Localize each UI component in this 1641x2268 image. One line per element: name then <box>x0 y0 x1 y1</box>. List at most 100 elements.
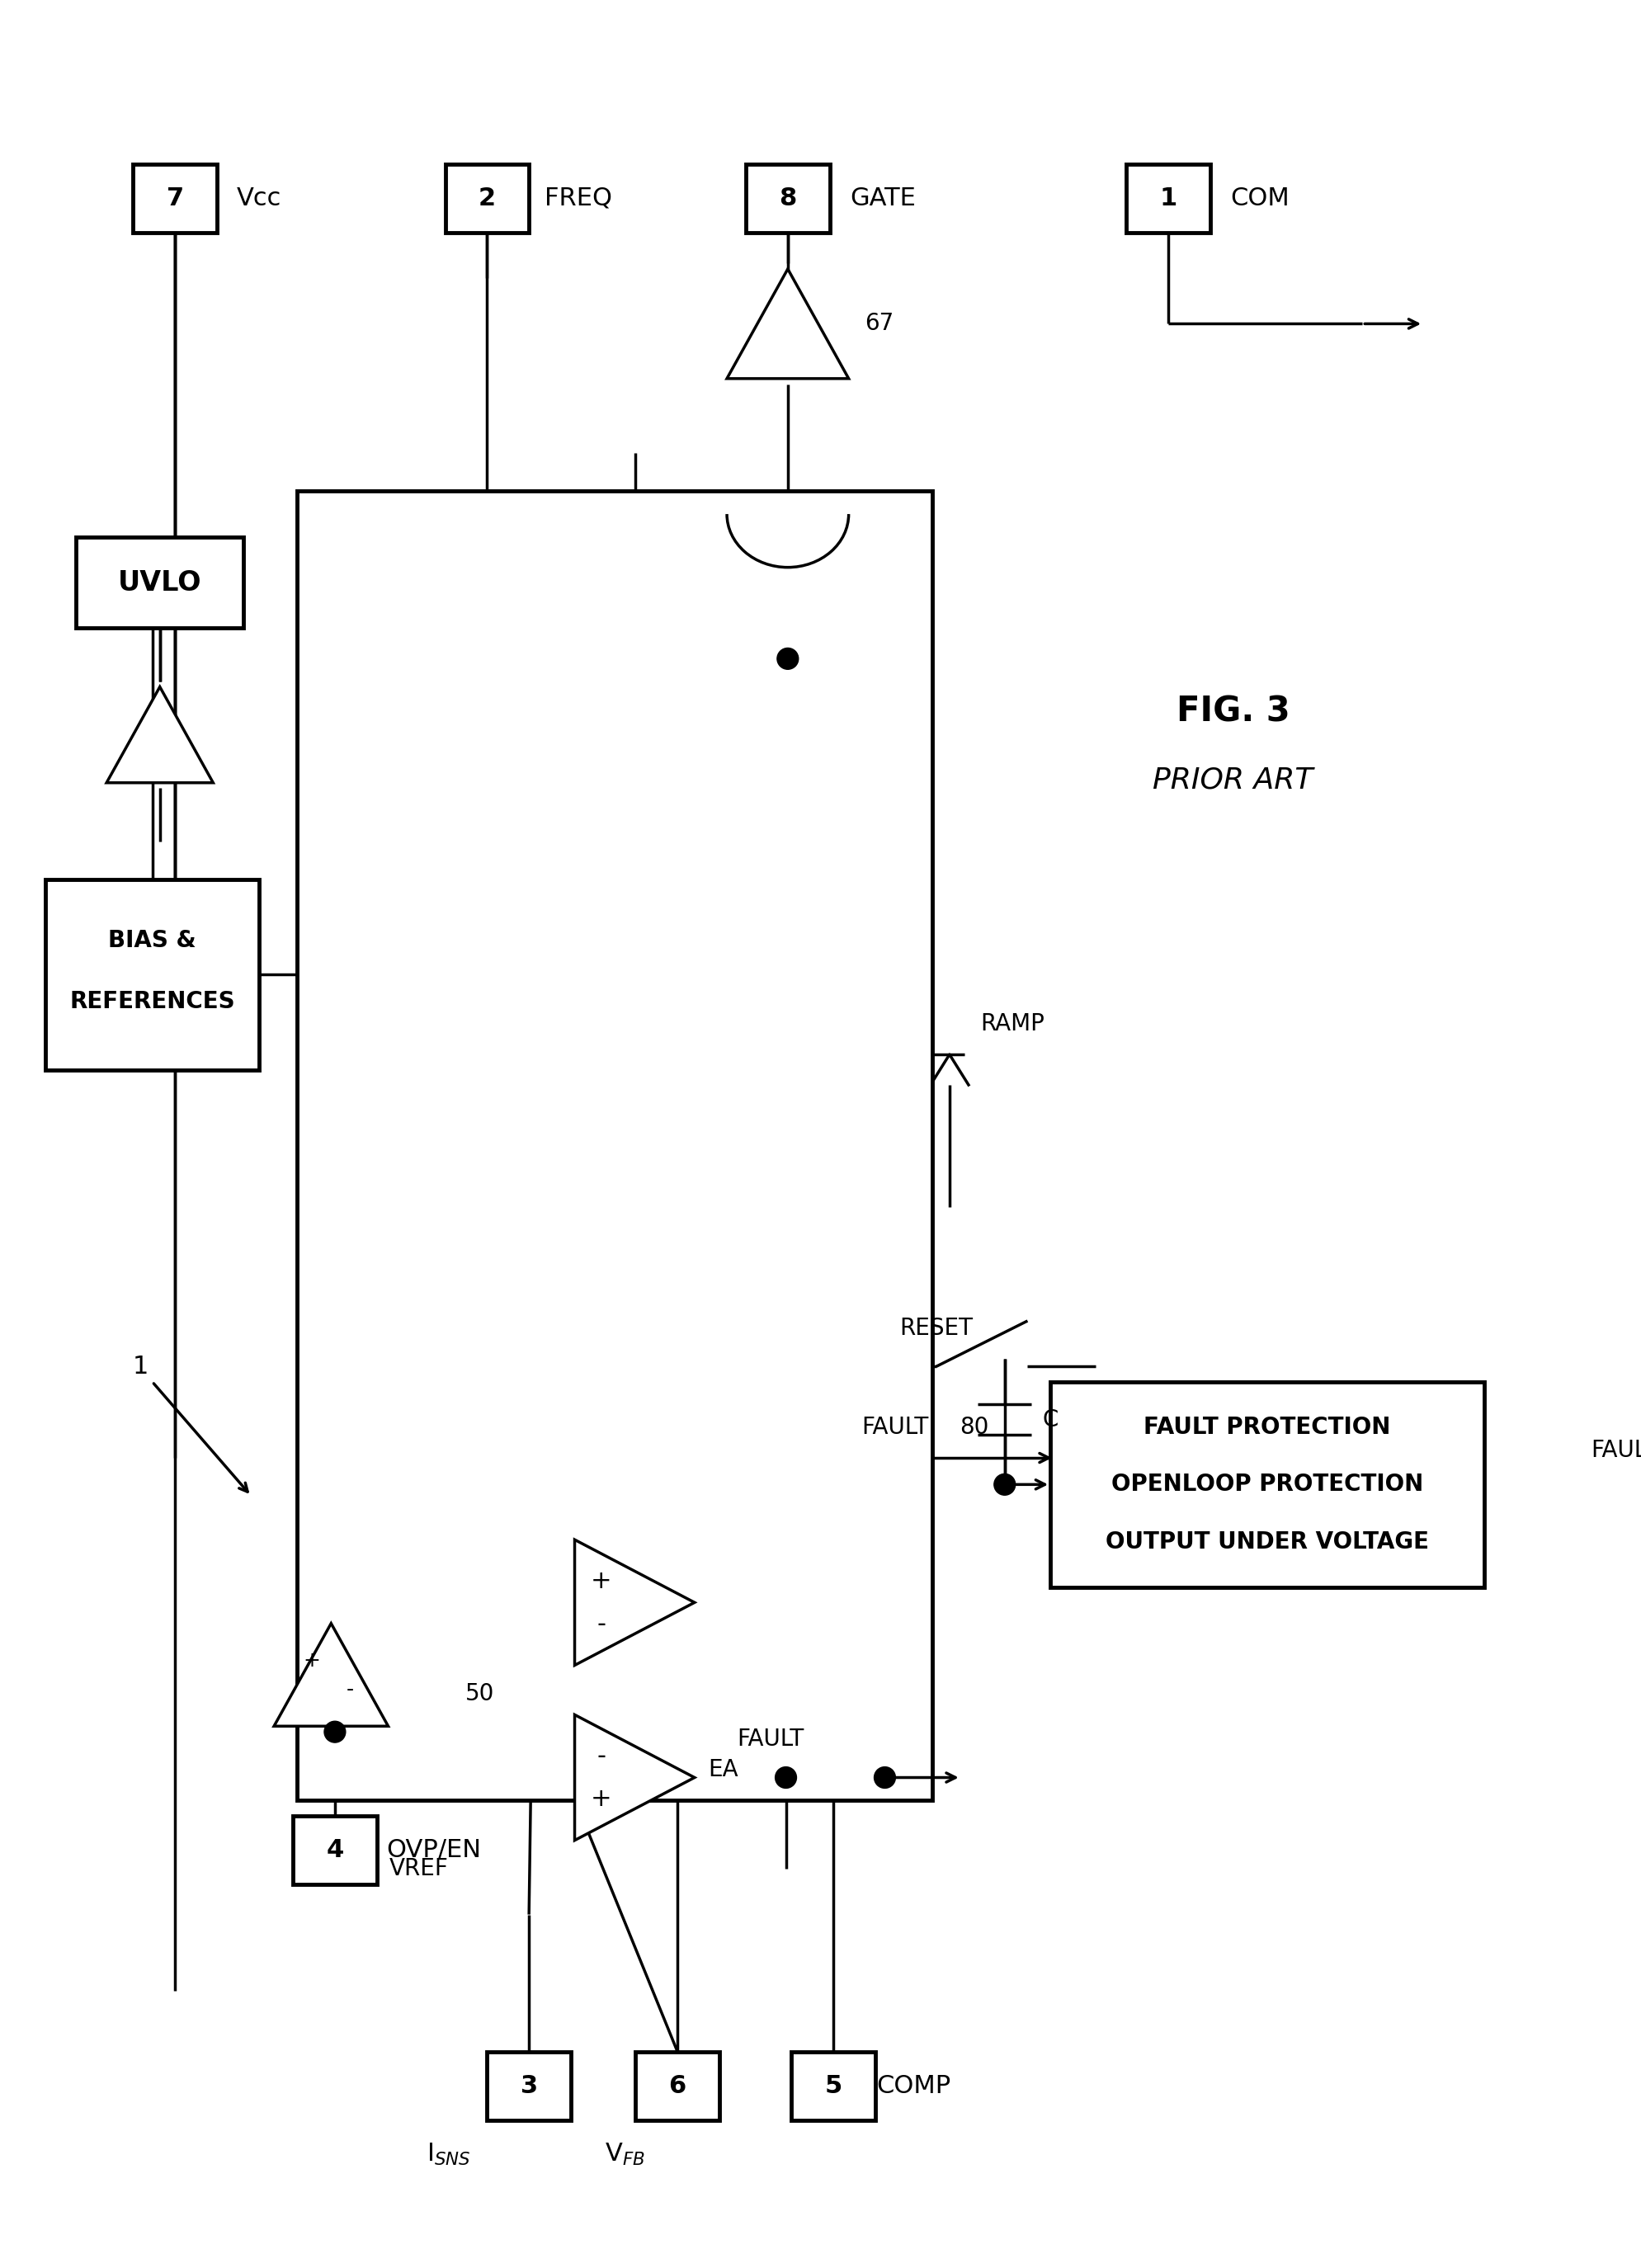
Circle shape <box>325 1721 346 1742</box>
Text: +: + <box>553 1334 574 1356</box>
Circle shape <box>579 1009 670 1100</box>
Text: -: - <box>752 1021 763 1050</box>
Text: 7: 7 <box>166 186 184 211</box>
Text: 80: 80 <box>960 1415 990 1438</box>
Bar <box>635 2053 719 2121</box>
Text: 1: 1 <box>1160 186 1177 211</box>
Bar <box>75 538 243 628</box>
Bar <box>589 515 765 655</box>
Text: -: - <box>597 1744 606 1769</box>
Text: $\Sigma$: $\Sigma$ <box>614 1039 633 1070</box>
Text: PWM: PWM <box>561 998 619 1021</box>
Text: +: + <box>643 1334 665 1356</box>
Bar <box>294 1817 377 1885</box>
Text: 64: 64 <box>871 533 901 556</box>
Text: 6: 6 <box>668 2073 686 2098</box>
Text: +: + <box>459 962 478 980</box>
Text: VREF: VREF <box>389 1857 448 1880</box>
Text: 4: 4 <box>327 1837 343 1862</box>
Polygon shape <box>107 687 213 782</box>
Text: CYCLE: CYCLE <box>441 860 522 882</box>
Text: FF: FF <box>629 526 651 547</box>
Text: 70: 70 <box>445 528 473 551</box>
Text: GATE: GATE <box>850 186 916 211</box>
Text: R: R <box>609 606 625 628</box>
Text: C: C <box>1042 1408 1058 1431</box>
Text: +: + <box>745 1059 770 1089</box>
Circle shape <box>775 1767 796 1787</box>
Polygon shape <box>574 1715 694 1839</box>
Text: -: - <box>597 1613 606 1635</box>
Text: $\overline{Q}$: $\overline{Q}$ <box>679 603 699 631</box>
Text: 1: 1 <box>133 1354 149 1379</box>
Text: RAMP: RAMP <box>980 1012 1044 1036</box>
Text: FAULT: FAULT <box>1590 1438 1641 1463</box>
Text: 50: 50 <box>464 1683 494 1706</box>
Text: COMP+: COMP+ <box>494 1272 571 1293</box>
Text: COM: COM <box>1231 186 1290 211</box>
Bar <box>487 2053 571 2121</box>
Text: -: - <box>502 989 509 1005</box>
Text: CLOCK: CLOCK <box>435 615 528 637</box>
Text: -: - <box>604 1025 614 1050</box>
Polygon shape <box>430 930 545 1034</box>
Text: 2: 2 <box>479 186 496 211</box>
Text: 52: 52 <box>686 982 715 1005</box>
Text: 61: 61 <box>643 998 673 1021</box>
Polygon shape <box>537 1304 656 1429</box>
Circle shape <box>507 1331 535 1359</box>
Text: EA: EA <box>707 1758 738 1780</box>
Text: RESET: RESET <box>899 1318 973 1340</box>
Bar <box>445 163 528 231</box>
Text: FAULT: FAULT <box>862 1415 929 1438</box>
Bar <box>747 163 830 231</box>
Text: REFERENCES: REFERENCES <box>69 989 235 1014</box>
Text: COMP+: COMP+ <box>638 1127 717 1148</box>
Text: 63: 63 <box>871 680 901 705</box>
Polygon shape <box>730 991 850 1118</box>
Text: FIG. 3: FIG. 3 <box>1177 694 1290 730</box>
Text: UNIT: UNIT <box>451 898 512 921</box>
Text: PRIOR ART: PRIOR ART <box>1154 767 1313 794</box>
Text: 62: 62 <box>871 860 901 882</box>
Text: FREQ: FREQ <box>545 186 612 211</box>
Bar <box>727 515 848 567</box>
Text: Q: Q <box>679 556 697 578</box>
Text: +: + <box>304 1651 320 1672</box>
Bar <box>1126 163 1209 231</box>
Bar <box>133 163 217 231</box>
Polygon shape <box>274 1624 389 1726</box>
Text: COMP: COMP <box>876 2073 950 2098</box>
Text: Vcc: Vcc <box>236 186 281 211</box>
Text: +: + <box>591 1787 612 1810</box>
Text: COSC: COSC <box>594 528 658 551</box>
Text: MAX: MAX <box>453 776 510 801</box>
Text: BIAS &: BIAS & <box>108 928 197 953</box>
Polygon shape <box>574 1540 694 1665</box>
Polygon shape <box>727 658 848 758</box>
Text: OPENLOOP PROTECTION: OPENLOOP PROTECTION <box>1111 1472 1423 1497</box>
Text: S: S <box>609 556 624 578</box>
Text: -: - <box>650 1377 660 1399</box>
Text: +: + <box>629 1059 650 1084</box>
Text: 65: 65 <box>778 556 806 578</box>
Bar <box>1050 1381 1483 1588</box>
Text: -: - <box>558 1377 568 1399</box>
Text: DUTY: DUTY <box>446 819 517 841</box>
Circle shape <box>875 1767 896 1787</box>
Bar <box>407 751 556 930</box>
Text: OVP/EN: OVP/EN <box>386 1837 481 1862</box>
Text: FAULT: FAULT <box>514 508 574 528</box>
Polygon shape <box>727 837 848 937</box>
Text: V$_{FB}$: V$_{FB}$ <box>606 2141 645 2168</box>
Text: UVLO: UVLO <box>118 569 202 596</box>
Text: FAULT PROTECTION: FAULT PROTECTION <box>1144 1415 1392 1438</box>
Bar <box>46 880 259 1070</box>
Text: 60: 60 <box>865 1005 894 1027</box>
Polygon shape <box>727 270 848 379</box>
Text: +: + <box>591 1569 612 1592</box>
Bar <box>297 492 932 1801</box>
Text: 5: 5 <box>825 2073 842 2098</box>
Text: -: - <box>346 1681 354 1701</box>
Text: I$_{SNS}$: I$_{SNS}$ <box>427 2141 471 2168</box>
